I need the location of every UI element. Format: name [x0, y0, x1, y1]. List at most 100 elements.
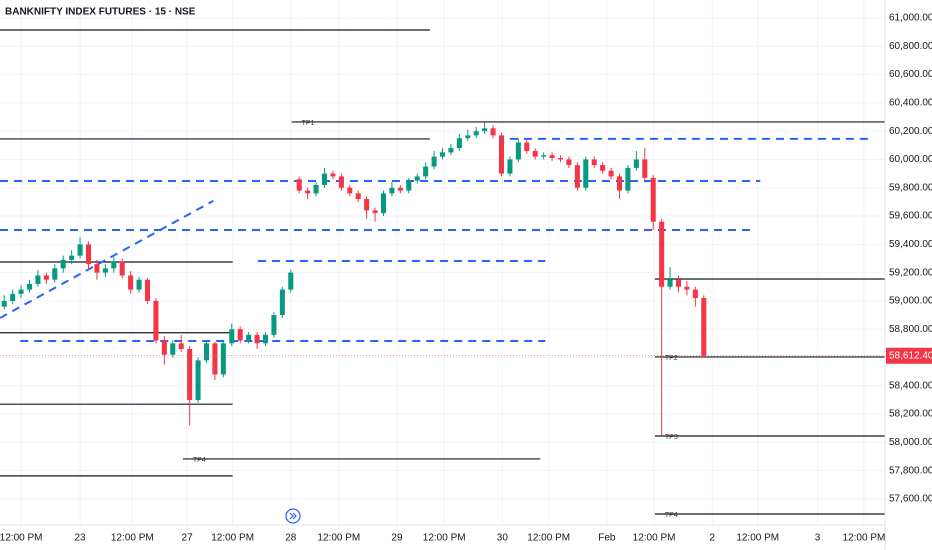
- x-tick-label: 12:00 PM: [527, 533, 570, 544]
- candle-body: [524, 142, 530, 151]
- candle-body: [642, 159, 648, 178]
- candle-body: [574, 165, 580, 188]
- y-tick-label: 59,400.00: [889, 239, 932, 250]
- y-tick-label: 58,000.00: [889, 437, 932, 448]
- candle-body: [136, 279, 142, 290]
- candle-body: [144, 279, 151, 301]
- candle-body: [566, 159, 572, 166]
- candle-body: [431, 156, 437, 167]
- level-label: TP2: [665, 355, 678, 362]
- candle-body: [498, 135, 505, 174]
- y-tick-label: 59,800.00: [889, 182, 932, 193]
- candle-body: [616, 176, 623, 191]
- x-tick-label: 12:00 PM: [111, 533, 154, 544]
- candle-body: [229, 329, 235, 344]
- x-tick-label: 12:00 PM: [736, 533, 779, 544]
- x-tick-label: 12:00 PM: [211, 533, 254, 544]
- candle-body: [423, 166, 429, 177]
- x-tick-label: 12:00 PM: [843, 533, 886, 544]
- candle-body: [85, 244, 92, 265]
- plot: TP1 TP2 TP3 TP4 TP4: [0, 29, 885, 519]
- candle-body: [271, 315, 277, 335]
- candle-body: [364, 199, 370, 211]
- x-tick-label: 29: [391, 533, 403, 544]
- candle-body: [305, 190, 311, 194]
- candle-body: [667, 279, 673, 287]
- candle-body: [170, 343, 176, 355]
- candle-body: [701, 298, 707, 356]
- x-tick-label: 3: [815, 533, 821, 544]
- candle-body: [195, 360, 201, 400]
- candle-body: [18, 289, 24, 294]
- candle-body: [591, 159, 597, 166]
- candle-body: [203, 343, 210, 361]
- candle-body: [220, 343, 226, 375]
- y-tick-label: 61,000.00: [889, 13, 932, 24]
- candle-body: [414, 176, 420, 181]
- candle-body: [187, 349, 193, 400]
- candle-body: [406, 180, 412, 191]
- x-tick-label: 27: [182, 533, 194, 544]
- candle-body: [26, 283, 33, 290]
- last-price-label: 58,612.40: [889, 350, 932, 361]
- x-tick-label: 12:00 PM: [317, 533, 360, 544]
- candle-body: [128, 275, 134, 290]
- y-tick-label: 58,400.00: [889, 380, 932, 391]
- y-tick-label: 59,600.00: [889, 211, 932, 222]
- candle-body: [633, 159, 639, 168]
- x-tick-label: Feb: [598, 533, 616, 544]
- x-tick-label: 23: [75, 533, 87, 544]
- x-tick-label: 12:00 PM: [0, 533, 42, 544]
- candle-body: [380, 193, 387, 214]
- candle-body: [650, 177, 656, 222]
- x-tick-label: 2: [709, 533, 715, 544]
- candle-body: [330, 173, 336, 177]
- level-label: TP3: [665, 434, 678, 441]
- candle-body: [541, 155, 547, 157]
- candle-body: [111, 261, 117, 269]
- candle-body: [355, 193, 361, 200]
- candle-body: [549, 155, 555, 159]
- x-tick-label: 12:00 PM: [423, 533, 466, 544]
- y-tick-label: 57,600.00: [889, 494, 932, 505]
- level-label: TP1: [302, 120, 315, 127]
- trendline: [0, 200, 214, 319]
- y-tick-label: 57,800.00: [889, 465, 932, 476]
- candle-body: [212, 343, 218, 375]
- candle-body: [178, 343, 184, 350]
- candle-body: [675, 279, 682, 287]
- candle-body: [456, 138, 462, 149]
- candle-body: [625, 167, 631, 191]
- candle-body: [397, 187, 403, 191]
- candle-body: [94, 264, 100, 273]
- y-tick-label: 58,800.00: [889, 324, 932, 335]
- candle-body: [1, 300, 7, 307]
- candle-body: [515, 142, 521, 160]
- candle-body: [161, 340, 167, 355]
- level-label: TP4: [193, 457, 206, 464]
- candle-body: [43, 275, 49, 280]
- candle-body: [372, 210, 378, 214]
- y-tick-label: 60,600.00: [889, 69, 932, 80]
- y-tick-label: 60,000.00: [889, 154, 932, 165]
- candle-body: [77, 244, 83, 256]
- x-tick-label: 12:00 PM: [633, 533, 676, 544]
- candle-body: [119, 261, 125, 276]
- candle-body: [465, 135, 471, 139]
- candle-body: [659, 221, 665, 287]
- candle-body: [490, 128, 496, 136]
- candle-body: [473, 131, 479, 136]
- candle-body: [262, 334, 269, 344]
- y-tick-label: 60,200.00: [889, 126, 932, 137]
- candle-body: [600, 165, 606, 171]
- chart-title: BANKNIFTY INDEX FUTURES · 15 · NSE: [5, 7, 196, 18]
- candle-body: [439, 152, 446, 157]
- candle-body: [321, 173, 328, 185]
- candle-body: [684, 286, 690, 290]
- candle-body: [557, 158, 564, 160]
- jump-icon: [289, 512, 297, 520]
- candle-body: [279, 289, 285, 316]
- candle-body: [288, 272, 294, 290]
